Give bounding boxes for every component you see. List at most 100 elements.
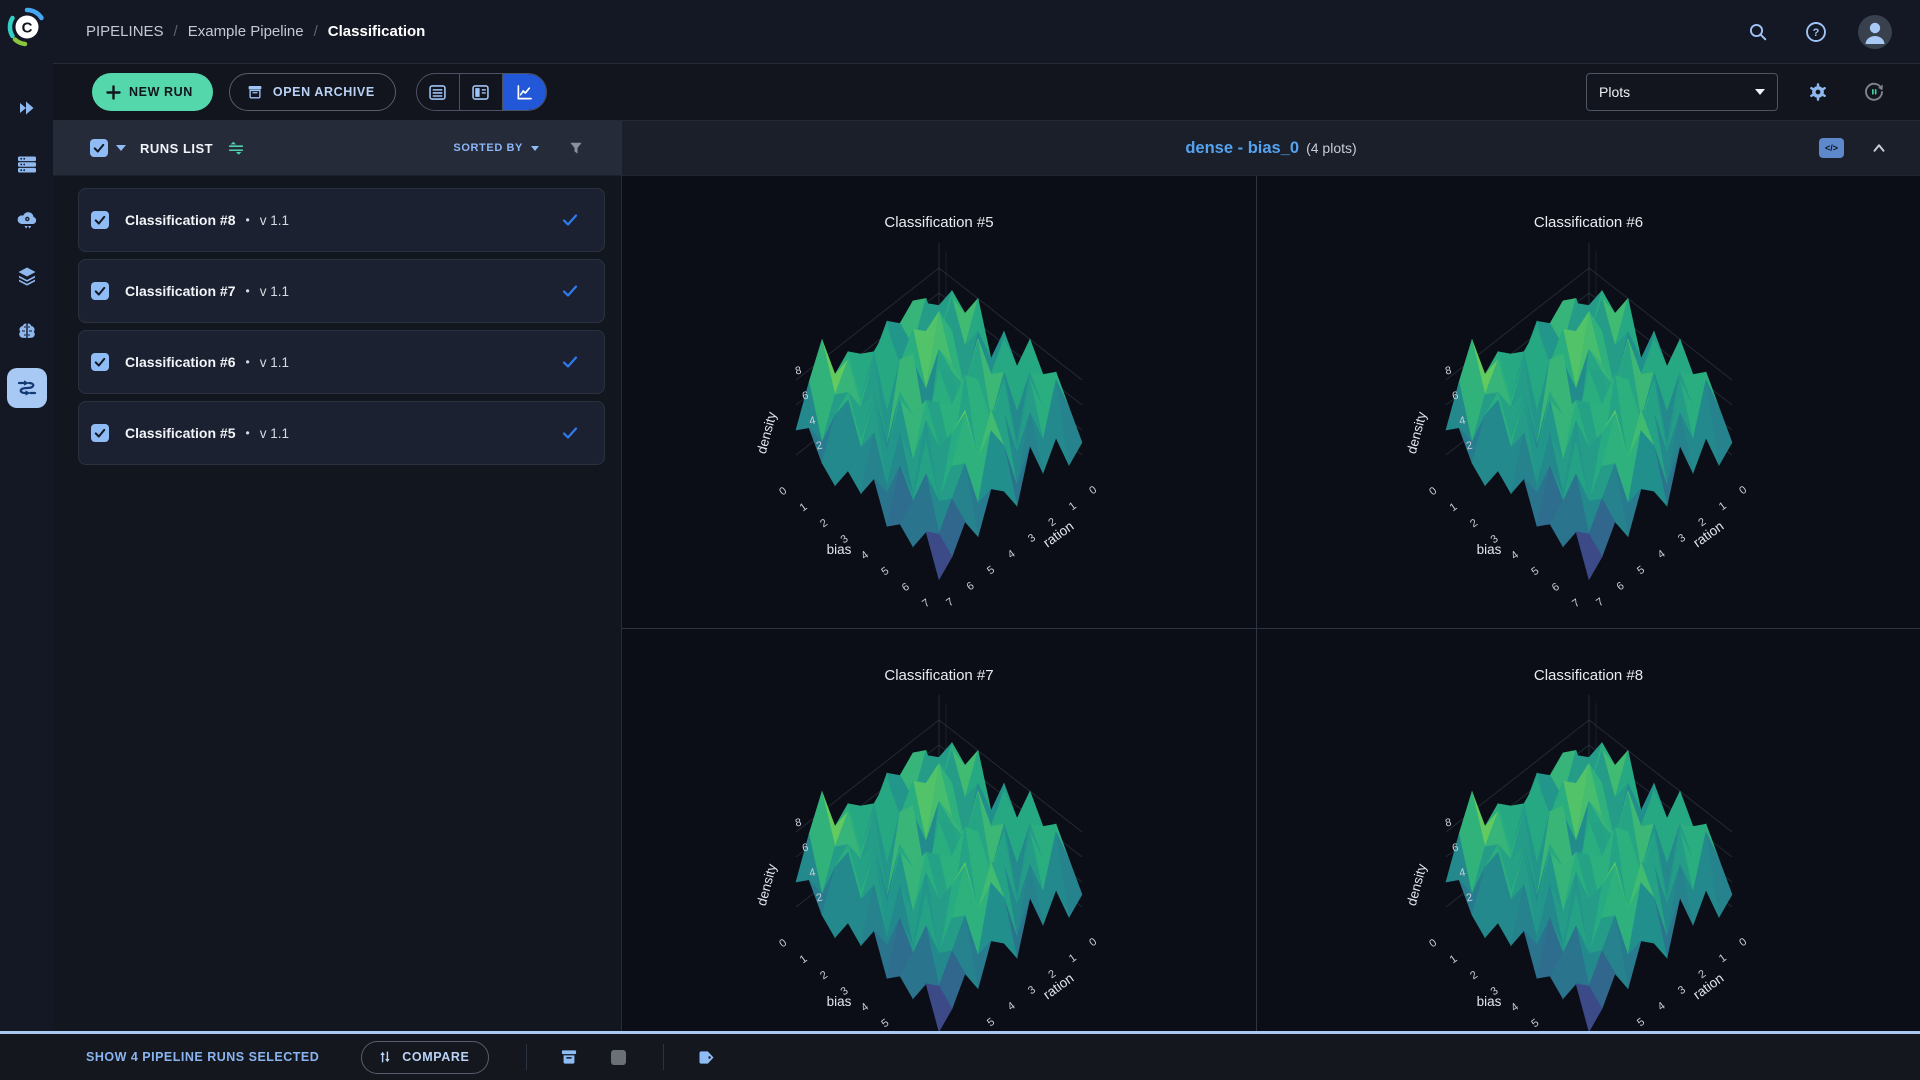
plots-dropdown[interactable]: Plots bbox=[1586, 73, 1778, 111]
svg-text:2: 2 bbox=[818, 517, 830, 530]
svg-text:5: 5 bbox=[1635, 1016, 1647, 1029]
svg-text:1: 1 bbox=[1447, 501, 1459, 514]
svg-text:8: 8 bbox=[1444, 365, 1452, 378]
check-icon bbox=[93, 284, 107, 298]
surface-plot-classification-8[interactable]: 01234567012345672468biasrationdensity bbox=[1339, 690, 1839, 1031]
surface-plot-classification-7[interactable]: 01234567012345672468biasrationdensity bbox=[689, 690, 1189, 1031]
svg-text:4: 4 bbox=[1655, 548, 1667, 561]
breadcrumb-separator: / bbox=[314, 23, 318, 40]
sidebar-item-workers-queues[interactable] bbox=[7, 144, 47, 184]
svg-text:3: 3 bbox=[1675, 532, 1687, 545]
filters-active-icon[interactable] bbox=[227, 139, 245, 157]
pipelines-icon bbox=[15, 376, 39, 400]
runs-panel: RUNS LIST SORTED BY bbox=[53, 121, 622, 1031]
collapse-chevron-up-icon[interactable] bbox=[1870, 139, 1888, 157]
archive-icon bbox=[246, 83, 264, 101]
svg-text:5: 5 bbox=[985, 564, 997, 577]
filter-funnel-icon[interactable] bbox=[567, 139, 585, 157]
runs-list: Classification #8 • v 1.1 Classification… bbox=[53, 176, 621, 465]
svg-text:4: 4 bbox=[1508, 549, 1520, 562]
add-tag-button[interactable] bbox=[696, 1047, 717, 1068]
check-icon bbox=[93, 355, 107, 369]
svg-text:4: 4 bbox=[1508, 1001, 1520, 1014]
sidebar-item-models[interactable] bbox=[7, 312, 47, 352]
table-view-button[interactable] bbox=[417, 74, 460, 110]
run-checkbox[interactable] bbox=[91, 211, 109, 229]
search-button[interactable] bbox=[1742, 16, 1774, 48]
compare-button[interactable]: COMPARE bbox=[361, 1041, 489, 1074]
open-archive-button[interactable]: OPEN ARCHIVE bbox=[229, 73, 396, 111]
select-all-checkbox[interactable] bbox=[90, 139, 108, 157]
auto-refresh-icon bbox=[1862, 80, 1886, 104]
person-icon bbox=[1858, 15, 1892, 49]
plot-cell-classification-7: Classification #7 01234567012345672468bi… bbox=[622, 628, 1256, 1031]
user-avatar[interactable] bbox=[1858, 15, 1892, 49]
run-checkbox[interactable] bbox=[91, 282, 109, 300]
split-view-button[interactable] bbox=[460, 74, 503, 110]
svg-text:2: 2 bbox=[1468, 517, 1480, 530]
chevron-down-icon bbox=[1755, 89, 1765, 95]
breadcrumb-pipelines[interactable]: PIPELINES bbox=[86, 23, 164, 40]
run-name: Classification #5 bbox=[125, 425, 236, 441]
embed-code-icon[interactable]: </> bbox=[1819, 138, 1844, 158]
breadcrumb-example-pipeline[interactable]: Example Pipeline bbox=[188, 23, 304, 40]
svg-text:density: density bbox=[754, 862, 780, 907]
plot-group-title[interactable]: dense - bias_0 bbox=[1185, 139, 1299, 158]
sidebar-item-pipelines[interactable] bbox=[7, 368, 47, 408]
svg-text:0: 0 bbox=[1427, 485, 1439, 498]
top-bar: PIPELINES / Example Pipeline / Classific… bbox=[53, 0, 1920, 64]
surface-plot-classification-5[interactable]: 01234567012345672468biasrationdensity bbox=[689, 238, 1189, 628]
svg-text:ration: ration bbox=[1040, 970, 1076, 1002]
run-row-classification-8[interactable]: Classification #8 • v 1.1 bbox=[78, 188, 605, 252]
run-checkbox[interactable] bbox=[91, 353, 109, 371]
selection-menu-caret[interactable] bbox=[116, 145, 126, 151]
sidebar-item-projects[interactable] bbox=[7, 88, 47, 128]
run-row-classification-5[interactable]: Classification #5 • v 1.1 bbox=[78, 401, 605, 465]
selection-footer: SHOW 4 PIPELINE RUNS SELECTED COMPARE bbox=[0, 1031, 1920, 1080]
svg-text:8: 8 bbox=[794, 365, 802, 378]
check-icon bbox=[93, 213, 107, 227]
compare-icon bbox=[377, 1049, 393, 1065]
svg-text:7: 7 bbox=[920, 597, 932, 610]
view-mode-switcher bbox=[416, 73, 547, 111]
divider bbox=[526, 1044, 527, 1070]
new-run-button[interactable]: NEW RUN bbox=[92, 73, 213, 111]
plots-view-button[interactable] bbox=[503, 74, 546, 110]
divider bbox=[663, 1044, 664, 1070]
svg-text:5: 5 bbox=[1529, 565, 1541, 578]
svg-text:1: 1 bbox=[1067, 952, 1079, 965]
run-name: Classification #8 bbox=[125, 212, 236, 228]
run-checkbox[interactable] bbox=[91, 424, 109, 442]
clearml-logo[interactable]: C bbox=[6, 6, 48, 48]
svg-text:1: 1 bbox=[1067, 500, 1079, 513]
sidebar-item-datasets[interactable] bbox=[7, 256, 47, 296]
svg-text:ration: ration bbox=[1690, 518, 1726, 550]
run-name: Classification #6 bbox=[125, 354, 236, 370]
run-row-classification-7[interactable]: Classification #7 • v 1.1 bbox=[78, 259, 605, 323]
svg-text:density: density bbox=[754, 410, 780, 455]
auto-refresh-button[interactable] bbox=[1858, 76, 1890, 108]
settings-button[interactable] bbox=[1802, 76, 1834, 108]
svg-text:0: 0 bbox=[1427, 937, 1439, 950]
svg-text:5: 5 bbox=[879, 1017, 891, 1030]
svg-text:4: 4 bbox=[859, 1001, 871, 1014]
surface-plot-classification-6[interactable]: 01234567012345672468biasrationdensity bbox=[1339, 238, 1839, 628]
help-icon: ? bbox=[1804, 20, 1828, 44]
svg-text:6: 6 bbox=[1614, 580, 1626, 593]
svg-text:0: 0 bbox=[1087, 936, 1099, 949]
selection-count-text[interactable]: SHOW 4 PIPELINE RUNS SELECTED bbox=[86, 1050, 319, 1064]
svg-text:0: 0 bbox=[1087, 484, 1099, 497]
sorted-by-control[interactable]: SORTED BY bbox=[453, 142, 539, 154]
nav-rail: C bbox=[0, 0, 53, 1080]
search-icon bbox=[1747, 21, 1769, 43]
tag-icon bbox=[696, 1047, 717, 1068]
sidebar-item-model-endpoints[interactable] bbox=[7, 200, 47, 240]
svg-text:5: 5 bbox=[879, 565, 891, 578]
svg-text:4: 4 bbox=[1655, 1000, 1667, 1013]
brain-icon bbox=[15, 320, 39, 344]
run-row-classification-6[interactable]: Classification #6 • v 1.1 bbox=[78, 330, 605, 394]
archive-selected-button[interactable] bbox=[559, 1047, 579, 1067]
help-button[interactable]: ? bbox=[1800, 16, 1832, 48]
svg-text:4: 4 bbox=[1006, 548, 1018, 561]
svg-text:bias: bias bbox=[827, 994, 852, 1009]
